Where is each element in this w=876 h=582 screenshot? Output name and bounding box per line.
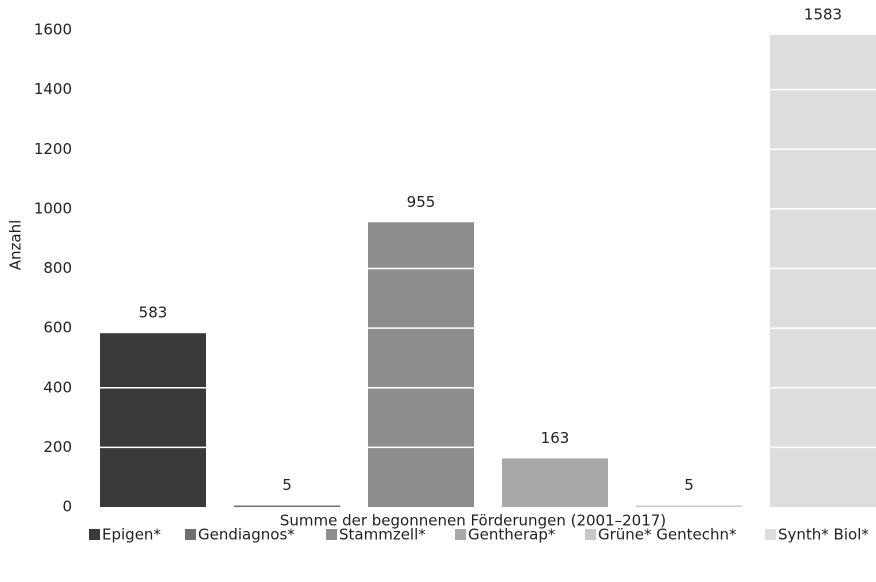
data-label: 5 <box>282 476 292 494</box>
bar <box>502 458 608 507</box>
legend-swatch <box>765 529 776 540</box>
legend-swatch <box>326 529 337 540</box>
legend-label: Gendiagnos* <box>198 526 295 544</box>
legend-swatch <box>89 529 100 540</box>
data-label: 1583 <box>804 6 842 24</box>
y-tick-label: 1600 <box>34 21 72 39</box>
legend-swatch <box>585 529 596 540</box>
data-label: 583 <box>139 304 168 322</box>
x-tick-label: Summe der begonnenen Förderungen (2001–2… <box>280 512 666 530</box>
data-label: 5 <box>684 476 694 494</box>
legend-swatch <box>185 529 196 540</box>
bar <box>100 333 206 507</box>
y-tick-label: 0 <box>62 498 72 516</box>
y-tick-label: 200 <box>43 438 72 456</box>
bar <box>636 505 742 508</box>
legend-label: Stammzell* <box>339 526 426 544</box>
bar <box>368 222 474 507</box>
y-tick-label: 1000 <box>34 199 72 217</box>
legend-label: Synth* Biol* <box>778 526 869 544</box>
legend-label: Epigen* <box>102 526 161 544</box>
legend-swatch <box>455 529 466 540</box>
bar <box>770 35 876 508</box>
legend-label: Grüne* Gentechn* <box>598 526 737 544</box>
y-axis-label: Anzahl <box>7 220 25 271</box>
y-tick-label: 400 <box>43 378 72 396</box>
data-label: 163 <box>541 429 570 447</box>
y-tick-label: 1200 <box>34 140 72 158</box>
bar <box>234 505 340 508</box>
y-tick-label: 1400 <box>34 80 72 98</box>
y-tick-label: 600 <box>43 319 72 337</box>
data-label: 955 <box>407 193 436 211</box>
legend-label: Gentherap* <box>468 526 556 544</box>
y-tick-label: 800 <box>43 259 72 277</box>
